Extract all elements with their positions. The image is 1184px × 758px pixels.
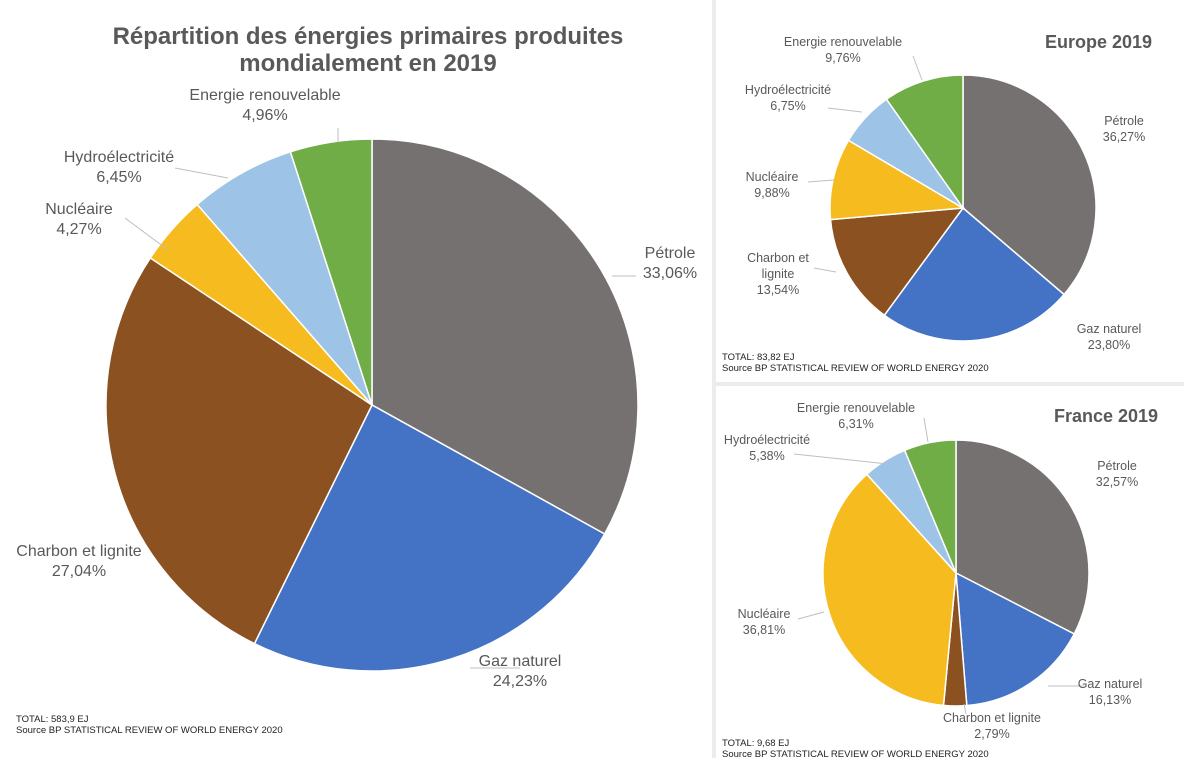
france-slice-energie-renouvelable [903,439,957,574]
europe-label-charbon-et-lignite: Charbon et lignite 13,54% [747,251,809,297]
europe-leader-line-hydroelectricite [827,107,863,113]
europe-value-label-energie-renouvelable: 9,76% [825,51,860,65]
world-value-label-hydroelectricite: 6,45% [96,169,141,186]
europe-slice-nucleaire [829,139,966,221]
world-slice-petrole [371,138,639,535]
europe-pie-chart: Europe 2019 Pétrole 36,27% Gaz naturel 23,80… [745,32,1152,352]
europe-pie-panel: Europe 2019 Pétrole 36,27% Gaz naturel 23,80… [716,0,1184,382]
france-value-label-nucleaire: 36,81% [743,623,785,637]
world-slice-energie-renouvelable [289,138,373,406]
world-chart-title: Répartition des énergies primaires produ… [113,23,624,77]
europe-label-hydroelectricite: Hydroélectricité 6,75% [745,83,831,113]
france-value-label-charbon-et-lignite: 2,79% [974,727,1009,741]
world-label-charbon-et-lignite: Charbon et lignite 27,04% [16,543,142,580]
europe-value-label-gaz-naturel: 23,80% [1088,338,1130,352]
europe-value-label-charbon-et-lignite: 13,54% [757,283,799,297]
world-label-petrole: Pétrole 33,06% [643,245,697,282]
europe-slice-gaz-naturel [883,206,1066,342]
panel-divider-horizontal [716,382,1184,386]
france-slice-nucleaire [822,473,957,707]
europe-source: Source BP STATISTICAL REVIEW OF WORLD EN… [722,363,989,374]
france-value-label-hydroelectricite: 5,38% [749,449,784,463]
world-pie-panel: Répartition des énergies primaires produ… [16,23,698,736]
europe-value-label-hydroelectricite: 6,75% [770,99,805,113]
france-value-label-energie-renouvelable: 6,31% [838,417,873,431]
europe-value-label-petrole: 36,27% [1103,130,1145,144]
france-leader-line-nucleaire [797,611,825,620]
europe-value-label-nucleaire: 9,88% [754,186,789,200]
france-label-energie-renouvelable: Energie renouvelable 6,31% [797,401,915,431]
france-label-hydroelectricite: Hydroélectricité 5,38% [724,433,810,463]
world-slice-gaz-naturel [253,403,606,672]
france-value-label-petrole: 32,57% [1096,475,1138,489]
world-value-label-charbon-et-lignite: 27,04% [52,563,106,580]
world-leader-line-hydroelectricite [174,167,229,179]
france-total: TOTAL: 9,68 EJ [722,738,790,749]
france-slice-petrole [955,439,1090,635]
world-footer: TOTAL: 583,9 EJ Source BP STATISTICAL RE… [16,714,283,736]
europe-total: TOTAL: 83,82 EJ [722,352,795,363]
france-footer: TOTAL: 9,68 EJ Source BP STATISTICAL REV… [722,738,989,758]
europe-label-petrole: Pétrole 36,27% [1103,114,1145,144]
world-total: TOTAL: 583,9 EJ [16,714,89,725]
france-chart-title: France 2019 [1054,406,1158,426]
france-leader-line-energie-renouvelable [923,417,929,443]
france-leader-line-charbon-et-lignite [963,703,967,715]
world-pie-chart: Répartition des énergies primaires produ… [16,23,697,690]
world-label-nucleaire: Nucléaire 4,27% [45,201,113,238]
world-value-label-petrole: 33,06% [643,265,697,282]
world-label-gaz-naturel: Gaz naturel 24,23% [479,653,562,690]
france-source: Source BP STATISTICAL REVIEW OF WORLD EN… [722,749,989,758]
europe-leader-line-energie-renouvelable [912,55,923,81]
panel-divider-vertical [712,0,716,758]
france-value-label-gaz-naturel: 16,13% [1089,693,1131,707]
world-value-label-gaz-naturel: 24,23% [493,673,547,690]
france-pie-chart: France 2019 Pétrole 32,57% Gaz naturel 16,13… [724,401,1158,741]
europe-slice-energie-renouvelable [885,74,964,211]
europe-slice-petrole [962,74,1097,296]
world-slice-charbon-et-lignite [105,256,373,645]
france-slice-gaz-naturel [955,571,1076,707]
world-label-energie-renouvelable: Energie renouvelable 4,96% [189,87,340,124]
europe-footer: TOTAL: 83,82 EJ Source BP STATISTICAL RE… [722,352,989,374]
world-leader-line-nucleaire [124,217,169,251]
europe-leader-line-nucleaire [807,179,835,183]
france-label-petrole: Pétrole 32,57% [1096,459,1138,489]
europe-label-nucleaire: Nucléaire 9,88% [746,170,799,200]
europe-slice-charbon-et-lignite [829,207,965,317]
france-label-charbon-et-lignite: Charbon et lignite 2,79% [943,711,1041,741]
world-value-label-energie-renouvelable: 4,96% [242,107,287,124]
world-source: Source BP STATISTICAL REVIEW OF WORLD EN… [16,725,283,736]
europe-leader-line-charbon-et-lignite [813,267,837,273]
france-pie-panel: France 2019 Pétrole 32,57% Gaz naturel 16,13… [716,386,1184,758]
world-value-label-nucleaire: 4,27% [56,221,101,238]
europe-label-gaz-naturel: Gaz naturel 23,80% [1077,322,1142,352]
france-leader-line-hydroelectricite [793,453,889,465]
europe-label-energie-renouvelable: Energie renouvelable 9,76% [784,35,902,65]
europe-chart-title: Europe 2019 [1045,32,1152,52]
france-label-nucleaire: Nucléaire 36,81% [738,607,791,637]
world-label-hydroelectricite: Hydroélectricité 6,45% [64,149,174,186]
france-label-gaz-naturel: Gaz naturel 16,13% [1078,677,1143,707]
